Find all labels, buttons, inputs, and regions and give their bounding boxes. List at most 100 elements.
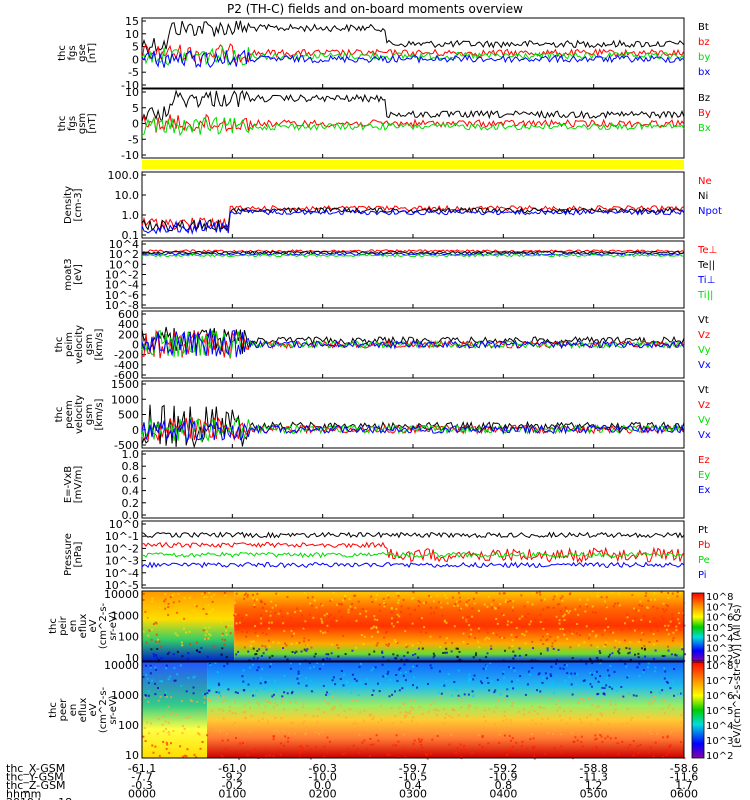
spectrogram-pixel — [221, 633, 224, 636]
spectrogram-pixel — [445, 647, 448, 650]
spectrogram-pixel — [256, 650, 259, 652]
spectrogram-pixel — [198, 651, 201, 654]
spectrogram-pixel — [166, 743, 169, 746]
y-axis-label: fgs — [67, 116, 78, 131]
spectrogram-pixel — [475, 652, 478, 655]
spectrogram-pixel — [484, 638, 487, 641]
spectrogram-pixel — [601, 740, 604, 743]
y-axis-label: sr-eV) — [108, 695, 119, 724]
spectrogram-pixel — [481, 746, 484, 749]
spectrogram-pixel — [528, 623, 531, 626]
spectrogram-pixel — [456, 600, 458, 603]
spectrogram-pixel — [235, 623, 238, 626]
y-axis-label: moat3 — [63, 258, 74, 290]
spectrogram-pixel — [508, 646, 511, 649]
spectrogram-pixel — [642, 671, 645, 674]
spectrogram-pixel — [615, 689, 618, 692]
spectrogram-pixel — [242, 689, 245, 692]
spectrogram-pixel — [319, 667, 321, 670]
spectrogram-pixel — [672, 621, 675, 624]
spectrogram-pixel — [157, 718, 160, 721]
spectrogram-pixel — [651, 701, 654, 704]
spectrogram-pixel — [455, 751, 458, 754]
spectrogram-pixel — [282, 697, 285, 700]
spectrogram-pixel — [587, 697, 590, 700]
spectrogram-pixel — [235, 592, 238, 595]
spectrogram-pixel — [387, 596, 390, 599]
spectrogram-pixel — [473, 674, 476, 677]
legend-entry: Npot — [698, 206, 722, 217]
spectrogram-pixel — [505, 718, 508, 721]
spectrogram-pixel — [360, 634, 363, 636]
spectrogram-pixel — [550, 675, 553, 677]
spectrogram-pixel — [466, 619, 469, 622]
spectrogram-pixel — [180, 664, 182, 667]
spectrogram-pixel — [570, 672, 573, 675]
spectrogram-pixel — [159, 695, 162, 698]
spectrogram-pixel — [273, 623, 276, 626]
spectrogram-pixel — [618, 592, 620, 595]
spectrogram-pixel — [596, 676, 599, 679]
spectrogram-pixel — [391, 622, 393, 625]
spectrogram-pixel — [244, 710, 247, 713]
series-line-Bt — [141, 20, 685, 55]
spectrogram-pixel — [149, 672, 152, 675]
legend-entry: Ex — [698, 485, 710, 496]
spectrogram-pixel — [486, 631, 489, 634]
spectrogram-pixel — [454, 688, 457, 691]
spectrogram-pixel — [458, 650, 461, 653]
spectrogram-pixel — [502, 671, 505, 674]
spectrogram-pixel — [326, 736, 329, 739]
spectrogram-pixel — [486, 677, 489, 679]
spectrogram-pixel — [661, 655, 664, 657]
y-tick-label: 0.8 — [122, 460, 140, 473]
spectrogram-pixel — [158, 640, 161, 643]
spectrogram-pixel — [467, 703, 470, 706]
spectrogram-pixel — [420, 617, 423, 620]
spectrogram-pixel — [637, 609, 640, 612]
spectrogram-pixel — [429, 635, 432, 638]
colorbar-ion — [691, 592, 705, 662]
spectrogram-pixel — [185, 755, 188, 758]
spectrogram-pixel — [258, 627, 260, 629]
spectrogram-pixel — [222, 700, 224, 703]
spectrogram-pixel — [372, 743, 375, 746]
spectrogram-pixel — [531, 745, 534, 748]
colorbar-tick-label: 10^6 — [706, 691, 733, 702]
spectrogram-pixel — [669, 744, 672, 747]
series-line-Te|| — [141, 250, 685, 255]
spectrogram-pixel — [403, 714, 406, 717]
spectrogram-pixel — [186, 615, 189, 617]
spectrogram-pixel — [477, 627, 480, 630]
spectrogram-pixel — [298, 745, 301, 748]
spectrogram-pixel — [243, 597, 246, 600]
spectrogram-pixel — [293, 732, 296, 735]
spectrogram-pixel — [271, 654, 274, 657]
spectrogram-pixel — [224, 594, 227, 597]
spectrogram-pixel — [653, 592, 656, 595]
spectrogram-pixel — [636, 745, 639, 748]
spectrogram-pixel — [264, 645, 267, 648]
spectrogram-pixel — [303, 591, 306, 594]
spectrogram-pixel — [302, 627, 305, 630]
spectrogram-pixel — [612, 631, 615, 634]
spectrogram-pixel — [406, 712, 409, 715]
spectrogram-pixel — [490, 645, 493, 648]
spectrogram-pixel — [622, 695, 625, 698]
y-axis-label: en — [68, 704, 79, 717]
spectrogram-pixel — [252, 694, 254, 697]
spectrogram-pixel — [421, 712, 424, 715]
spectrogram-pixel — [631, 594, 634, 597]
spectrogram-pixel — [468, 673, 471, 676]
spectrogram-pixel — [639, 600, 642, 603]
spectrogram-pixel — [591, 748, 594, 751]
spectrogram-pixel — [656, 607, 659, 610]
spectrogram-pixel — [613, 670, 616, 673]
spectrogram-pixel — [167, 721, 170, 724]
spectrogram-pixel — [588, 637, 590, 640]
spectrogram-pixel — [290, 629, 293, 632]
spectrogram-pixel — [570, 592, 573, 595]
spectrogram-pixel — [539, 696, 542, 699]
colorbar-label: [eV/(cm^2-s-str-eV)] (All Qs) — [732, 604, 743, 747]
spectrogram-pixel — [355, 646, 358, 649]
